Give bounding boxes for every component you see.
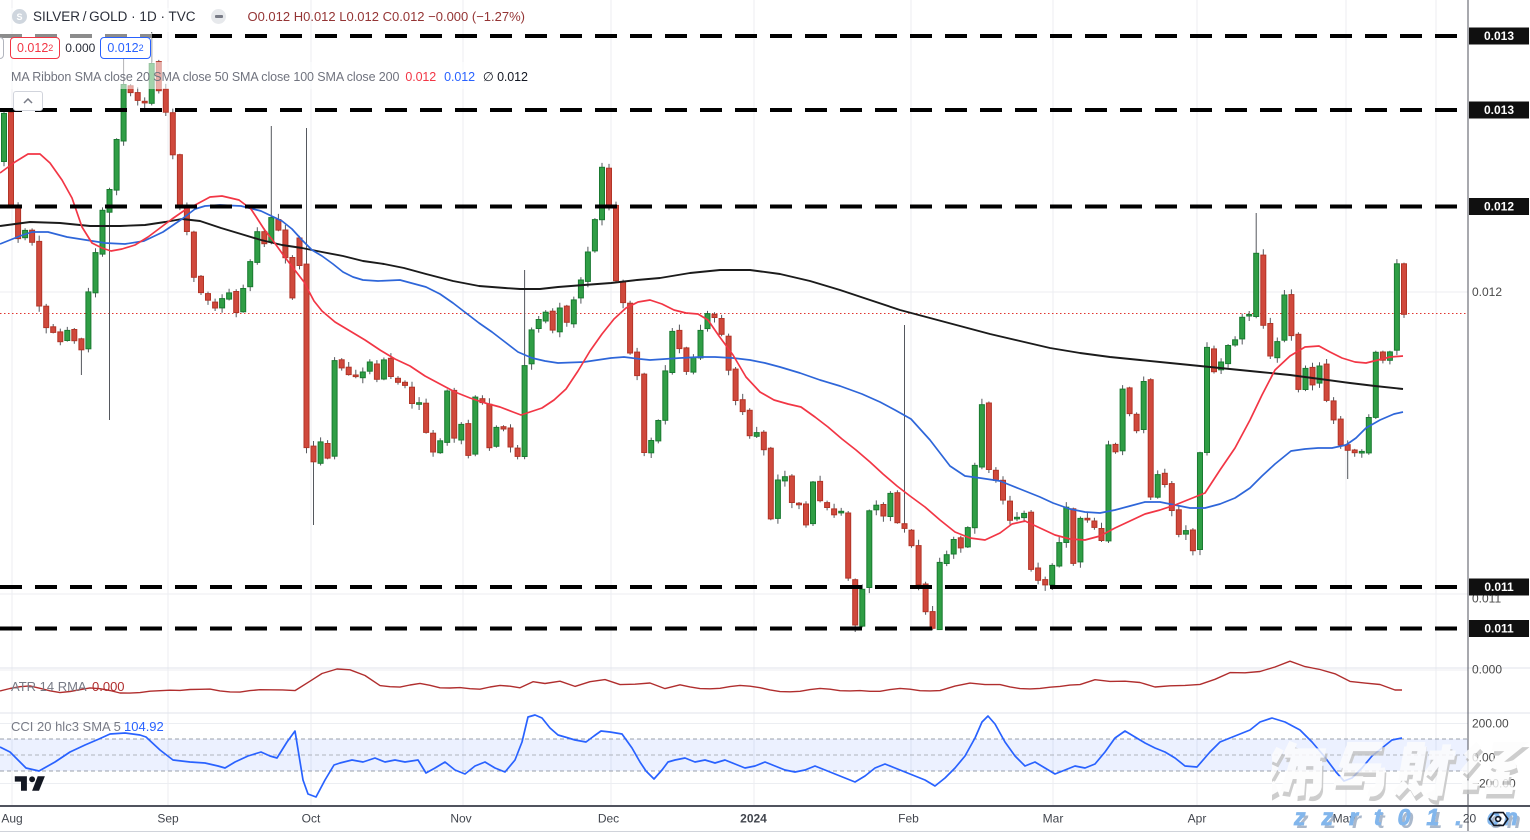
svg-text:Oct: Oct — [302, 812, 321, 826]
svg-text:0.000: 0.000 — [1472, 663, 1502, 677]
svg-text:ATR 14 RMA: ATR 14 RMA — [11, 679, 87, 694]
svg-text:0.013: 0.013 — [1484, 29, 1514, 43]
svg-text:200.00: 200.00 — [1472, 717, 1509, 731]
svg-text:2024: 2024 — [740, 812, 767, 826]
svg-text:0.013: 0.013 — [1484, 103, 1514, 117]
svg-text:CCI 20 hlc3 SMA 5: CCI 20 hlc3 SMA 5 — [11, 719, 121, 734]
svg-text:0.012: 0.012 — [1472, 285, 1502, 299]
svg-text:20: 20 — [1463, 812, 1477, 826]
svg-text:0.011: 0.011 — [1484, 622, 1514, 636]
svg-text:Dec: Dec — [598, 812, 619, 826]
svg-text:0.000: 0.000 — [92, 679, 125, 694]
svg-text:Feb: Feb — [898, 812, 919, 826]
svg-text:0.011: 0.011 — [1484, 580, 1514, 594]
svg-text:Nov: Nov — [450, 812, 471, 826]
svg-text:Apr: Apr — [1188, 812, 1207, 826]
svg-text:May: May — [1333, 812, 1356, 826]
svg-text:104.92: 104.92 — [124, 719, 164, 734]
svg-text:Sep: Sep — [157, 812, 179, 826]
svg-text:0.012: 0.012 — [1484, 200, 1514, 214]
svg-text:Aug: Aug — [1, 812, 22, 826]
svg-text:Mar: Mar — [1043, 812, 1064, 826]
